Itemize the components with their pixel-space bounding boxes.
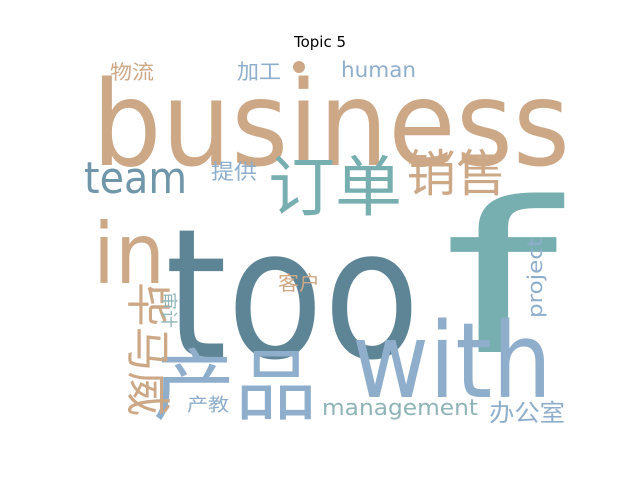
word-chanjiao: 产教: [187, 395, 229, 416]
word-project: project: [523, 238, 547, 318]
word-jiagong: 加工: [237, 60, 281, 84]
word-shenji: 审计: [158, 292, 178, 328]
word-bangongshi: 办公室: [489, 399, 565, 427]
word-too: too: [165, 191, 420, 400]
word-xiaoshou: 销售: [406, 145, 506, 203]
figure-title: Topic 5: [293, 33, 347, 51]
word-in: in: [93, 205, 165, 303]
word-with: with: [352, 300, 552, 422]
word-f: f: [443, 157, 564, 402]
word-team: team: [84, 153, 187, 204]
dot-mark: [293, 61, 305, 73]
word-wuliu: 物流: [110, 60, 154, 84]
word-management: management: [322, 396, 478, 421]
word-business: business: [92, 55, 570, 193]
word-chanpin: 产品: [153, 342, 317, 432]
word-dingdan: 订单: [268, 149, 402, 226]
word-human: human: [341, 58, 416, 82]
word-kehu: 客户: [278, 271, 320, 295]
word-bimawei: 毕马威: [121, 282, 174, 416]
word-tigong: 提供: [211, 160, 257, 184]
